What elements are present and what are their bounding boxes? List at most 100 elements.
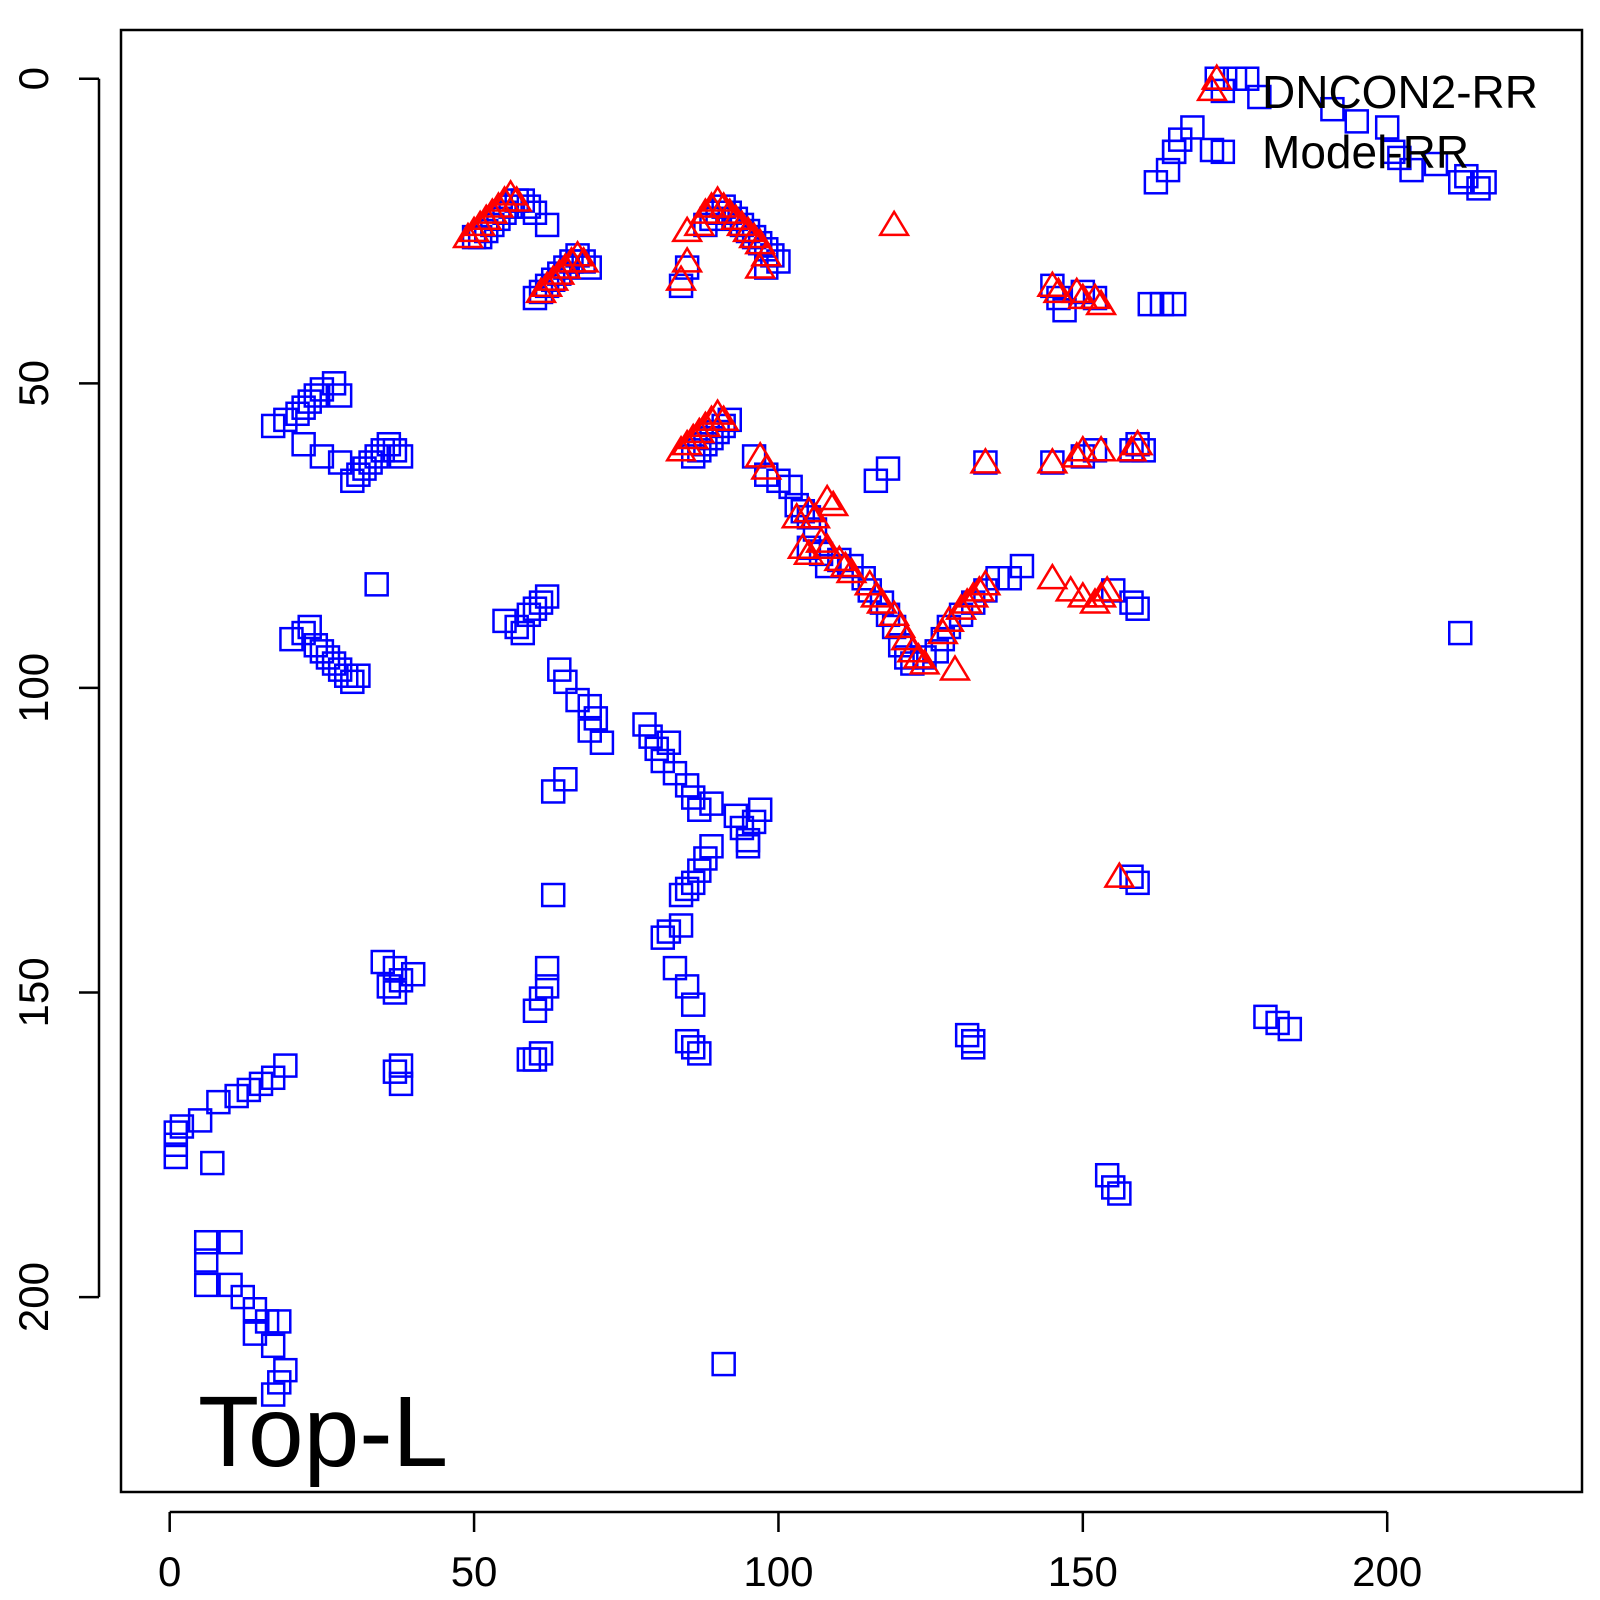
model-rr-point	[193, 1248, 219, 1273]
model-rr-point	[382, 438, 408, 463]
dncon2-rr-point	[494, 178, 527, 206]
dncon2-rr-point	[1085, 581, 1118, 608]
model-rr-point	[1161, 291, 1187, 317]
model-rr-point	[260, 1333, 286, 1359]
model-rr-point	[674, 876, 700, 902]
dncon2-rr-point	[671, 245, 704, 273]
dncon2-rr-point	[561, 239, 594, 267]
model-rr-point	[1454, 163, 1479, 189]
dncon2-rr-point	[1091, 574, 1124, 602]
dncon2-rr-point	[896, 635, 929, 663]
model-rr-point	[680, 1035, 706, 1060]
legend-marker-triangle	[1195, 74, 1229, 102]
model-rr-point	[522, 1047, 548, 1072]
dncon2-rr-point	[1121, 428, 1154, 456]
model-rr-point	[1423, 151, 1449, 177]
model-rr-point	[1009, 553, 1035, 579]
dncon2-rr-point	[707, 404, 740, 432]
model-rr-point	[516, 194, 542, 219]
model-rr-point	[200, 1150, 225, 1176]
model-rr-point	[589, 730, 615, 755]
model-rr-point	[650, 925, 676, 950]
y-axis: 0 50 100 150 200	[10, 67, 101, 1332]
model-rr-point	[510, 620, 536, 646]
y-tick-label: 100	[10, 653, 57, 723]
dncon2-rr-point	[878, 209, 911, 237]
dncon2-rr-point	[969, 447, 1002, 474]
model-rr-point	[961, 1035, 986, 1060]
dncon2-rr-point	[1042, 276, 1075, 304]
dncon2-rr-point	[1085, 434, 1118, 462]
dncon2-rr-point	[865, 587, 899, 614]
model-rr-point	[747, 797, 773, 822]
model-rr-point	[1381, 139, 1406, 165]
dncon2-rr-point	[664, 264, 698, 291]
dncon2-rr-point	[1066, 434, 1099, 462]
model-rr-point	[187, 1108, 213, 1133]
model-rr-point	[224, 1083, 249, 1109]
dncon2-rr-point	[859, 581, 892, 608]
model-rr-point	[193, 1272, 219, 1298]
y-tick-label: 150	[10, 957, 57, 1027]
dncon2-rr-point	[719, 203, 752, 230]
model-rr-point	[778, 474, 803, 500]
dncon2-rr-point	[908, 648, 941, 675]
dncon2-rr-point	[750, 453, 783, 480]
dncon2-rr-point	[1103, 861, 1136, 888]
dncon2-rr-point	[811, 532, 844, 559]
model-rr-point	[364, 572, 389, 597]
model-rr-point	[528, 590, 554, 615]
dncon2-rr-point	[725, 209, 758, 237]
dncon2-rr-point	[1054, 574, 1087, 602]
model-rr-point	[1399, 157, 1424, 183]
dncon2-rr-point	[567, 245, 600, 273]
dncon2-rr-point	[823, 544, 856, 572]
x-tick-label: 200	[1352, 1548, 1422, 1595]
dncon2-rr-point	[1060, 276, 1093, 304]
dncon2-rr-point	[701, 398, 734, 425]
legend-label-model-rr: Model-RR	[1262, 126, 1469, 178]
model-rr-point	[699, 791, 724, 816]
dncon2-rr-point	[744, 252, 777, 279]
dncon2-rr-point	[804, 526, 838, 553]
legend-label-dncon2-rr: DNCON2-RR	[1262, 66, 1538, 118]
panel-label: Top-L	[198, 1376, 448, 1488]
dncon2-rr-point	[713, 197, 746, 224]
model-rr-point	[1161, 139, 1187, 165]
model-rr-point	[1247, 84, 1272, 110]
series-model-rr	[163, 66, 1497, 1407]
dncon2-rr-point	[1078, 282, 1112, 310]
model-rr-point	[297, 614, 322, 640]
dncon2-rr-point	[671, 215, 704, 243]
dncon2-rr-point	[1085, 288, 1118, 316]
model-rr-point	[735, 834, 761, 859]
dncon2-rr-point	[1036, 270, 1069, 297]
model-rr-point	[206, 1089, 231, 1115]
dncon2-rr-point	[780, 501, 813, 529]
model-rr-point	[388, 444, 414, 469]
dncon2-rr-point	[835, 556, 868, 584]
dncon2-rr-point	[1060, 440, 1093, 468]
model-rr-point	[1448, 620, 1473, 646]
model-rr-point	[1107, 1181, 1132, 1206]
model-rr-point	[382, 980, 408, 1005]
model-rr-point	[1448, 170, 1473, 195]
y-tick-label: 200	[10, 1262, 57, 1332]
dncon2-rr-point	[969, 568, 1002, 596]
x-tick-label: 50	[451, 1548, 498, 1595]
x-axis: 0 50 100 150 200	[158, 1510, 1422, 1595]
model-rr-point	[534, 584, 560, 609]
model-rr-point	[169, 1114, 195, 1139]
x-tick-label: 100	[743, 1548, 813, 1595]
dncon2-rr-point	[1115, 434, 1148, 462]
model-rr-point	[388, 1071, 414, 1097]
model-rr-point	[522, 998, 548, 1024]
model-rr-point	[1472, 170, 1497, 195]
model-rr-point	[534, 955, 560, 981]
model-rr-point	[656, 730, 682, 755]
model-rr-point	[267, 1309, 292, 1334]
dncon2-rr-point	[738, 221, 771, 249]
model-rr-point	[376, 974, 402, 999]
model-rr-point	[553, 767, 578, 792]
